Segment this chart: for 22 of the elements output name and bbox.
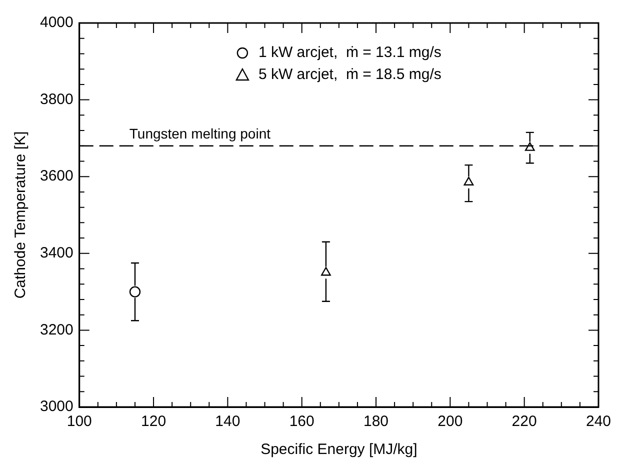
x-tick-label: 140 (215, 413, 240, 430)
y-tick-label: 3000 (40, 398, 74, 416)
legend-label: 5 kW arcjet, ṁ = 18.5 mg/s (258, 66, 442, 84)
ref-line-label: Tungsten melting point (129, 126, 271, 142)
legend-label: 1 kW arcjet, ṁ = 13.1 mg/s (258, 44, 442, 62)
x-tick-label: 100 (66, 413, 92, 430)
x-tick-label: 200 (438, 413, 463, 430)
point (321, 267, 331, 276)
x-tick-label: 160 (289, 413, 314, 430)
y-tick-label: 4000 (40, 14, 74, 32)
point (464, 176, 474, 186)
y-tick-label: 3600 (40, 168, 74, 185)
y-tick-label: 3200 (40, 321, 74, 338)
x-tick-label: 220 (512, 413, 537, 430)
x-tick-label: 240 (586, 413, 611, 430)
y-tick-label: 3800 (40, 90, 74, 108)
y-axis-title: Cathode Temperature [K] (12, 131, 30, 299)
point (129, 286, 141, 298)
y-tick-label: 3400 (40, 244, 74, 262)
x-tick-label: 180 (363, 413, 389, 430)
x-tick-label: 120 (141, 413, 166, 430)
x-axis-title: Specific Energy [MJ/kg] (260, 441, 418, 458)
